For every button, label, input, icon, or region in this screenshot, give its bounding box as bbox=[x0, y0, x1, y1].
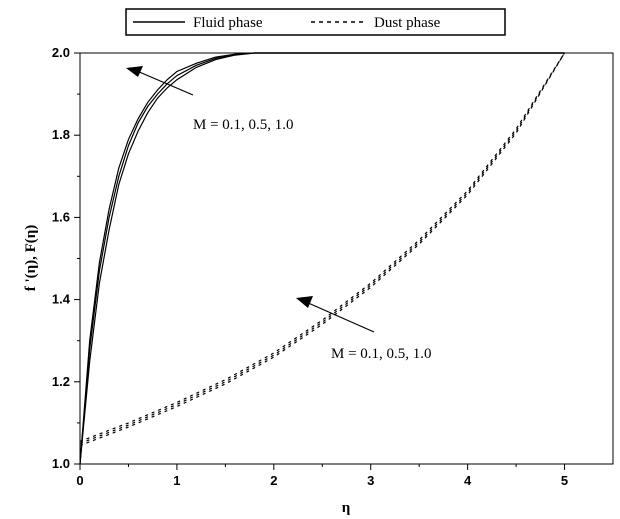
x-tick-label: 2 bbox=[270, 473, 277, 488]
y-tick-label: 2.0 bbox=[52, 45, 70, 60]
y-tick-label: 1.8 bbox=[52, 127, 70, 142]
legend-box bbox=[125, 8, 506, 36]
dust-phase-line-3 bbox=[79, 52, 566, 442]
annotation-dust: M = 0.1, 0.5, 1.0 bbox=[331, 346, 432, 362]
annotations: M = 0.1, 0.5, 1.0 M = 0.1, 0.5, 1.0 bbox=[126, 66, 432, 362]
fluid-phase-line-1 bbox=[79, 52, 565, 465]
series-layer bbox=[79, 52, 566, 465]
x-tick-label: 5 bbox=[561, 473, 568, 488]
y-tick-label: 1.2 bbox=[52, 374, 70, 389]
dust-phase-line-5 bbox=[79, 52, 566, 447]
plot-frame bbox=[79, 52, 614, 465]
legend-label-fluid: Fluid phase bbox=[193, 15, 263, 31]
arrow-fluid-shaft bbox=[136, 70, 194, 96]
y-axis-title: f '(η), F(η) bbox=[23, 225, 39, 292]
x-axis-title: η bbox=[342, 500, 351, 516]
axes bbox=[79, 52, 614, 465]
x-tick-label: 1 bbox=[173, 473, 180, 488]
dust-phase-line-4 bbox=[79, 52, 566, 444]
fluid-phase-line-0 bbox=[79, 52, 565, 465]
y-tick-label: 1.4 bbox=[52, 292, 71, 307]
fluid-phase-line-2 bbox=[79, 52, 565, 465]
y-tick-label: 1.0 bbox=[52, 456, 70, 471]
x-tick-label: 0 bbox=[76, 473, 83, 488]
x-tick-label: 3 bbox=[367, 473, 374, 488]
ticks: 0 1 2 3 4 5 1.0 1.2 1.4 1.6 1.8 2.0 bbox=[52, 45, 568, 488]
legend: Fluid phase Dust phase bbox=[125, 8, 506, 36]
arrow-dust-head bbox=[296, 296, 313, 308]
annotation-fluid: M = 0.1, 0.5, 1.0 bbox=[193, 117, 294, 133]
arrow-fluid-head bbox=[126, 66, 143, 77]
y-tick-label: 1.6 bbox=[52, 209, 70, 224]
arrow-dust-shaft bbox=[305, 301, 375, 333]
legend-label-dust: Dust phase bbox=[374, 15, 441, 31]
x-tick-label: 4 bbox=[464, 473, 472, 488]
